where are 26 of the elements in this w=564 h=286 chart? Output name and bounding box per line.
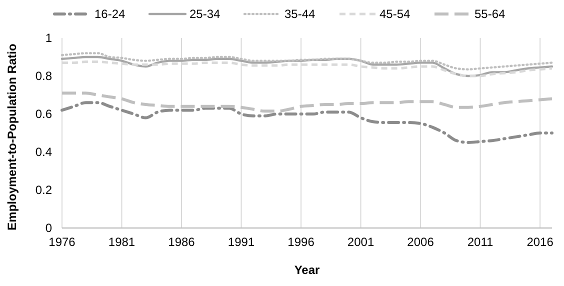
x-tick-label: 1976 <box>48 235 76 249</box>
line-series <box>60 101 554 144</box>
y-tick-label: 0.4 <box>35 145 52 160</box>
x-tick-label: 2016 <box>526 235 554 249</box>
y-tick-label: 0 <box>45 221 52 236</box>
line-series <box>60 52 554 70</box>
y-tick-label: 1 <box>45 31 52 46</box>
legend-label: 16-24 <box>94 7 126 22</box>
legend-label: 25-34 <box>190 7 221 22</box>
legend-label: 45-54 <box>380 7 411 22</box>
legend-label: 55-64 <box>474 7 506 22</box>
x-tick-label: 2006 <box>407 235 434 249</box>
x-tick-label: 2011 <box>467 235 494 249</box>
y-tick-label: 0.8 <box>35 69 52 84</box>
legend-label: 35-44 <box>284 7 316 22</box>
y-tick-label: 0.6 <box>35 107 52 122</box>
x-tick-label: 1981 <box>108 235 136 249</box>
x-tick-label: 1996 <box>288 235 315 249</box>
line-series <box>60 56 554 78</box>
x-axis-title: Year <box>294 263 320 277</box>
line-series <box>60 92 554 113</box>
y-tick-label: 0.2 <box>35 183 52 198</box>
x-tick-label: 2001 <box>347 235 374 249</box>
x-tick-label: 1991 <box>228 235 255 249</box>
y-axis-title: Employment-to-Population Ratio <box>5 44 19 230</box>
x-tick-label: 1986 <box>168 235 196 249</box>
